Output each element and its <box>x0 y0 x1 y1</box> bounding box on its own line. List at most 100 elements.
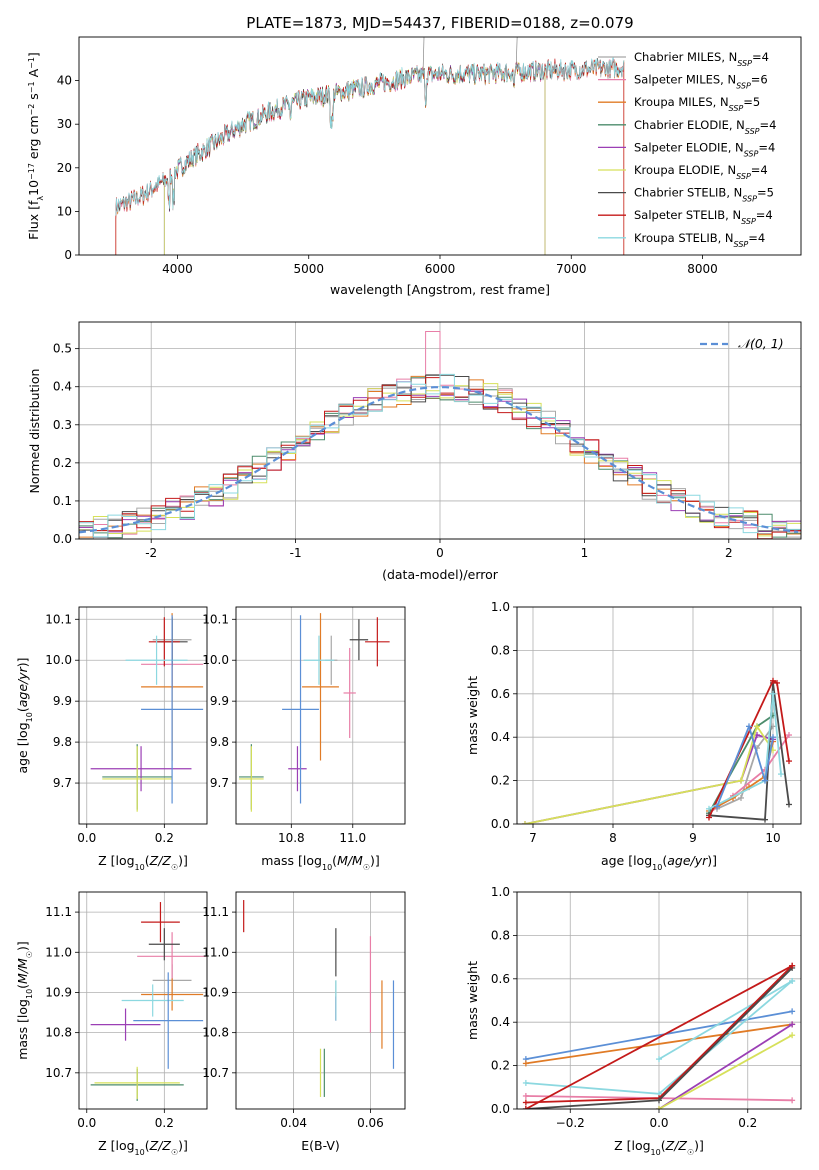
legend-label: Chabrier ELODIE, NSSP=4 <box>634 118 776 136</box>
mass-vs-EBV-panel: 0.04 0.06 10.7 10.8 10.9 11.0 11.1 E(B-V) <box>202 891 406 1153</box>
mass-weight-vs-Z-series-line <box>525 965 793 1109</box>
axes-frame <box>78 321 802 540</box>
spectrum-spike <box>422 37 425 77</box>
spectrum-spike <box>515 37 518 68</box>
mass-weight-vs-age-series-line <box>708 693 782 810</box>
spectrum-xlabel: wavelength [Angstrom, rest frame] <box>330 282 550 297</box>
age-vs-mass-xtick-label: 11.0 <box>339 831 366 845</box>
residuals-ytick-label: 0.0 <box>53 532 72 546</box>
axes-frame <box>78 606 208 825</box>
mass-weight-vs-Z-ytick-label: 1.0 <box>491 885 510 899</box>
spectrum-xtick-label: 7000 <box>556 262 587 276</box>
residuals-panel: -2 -1 0 1 2 0.0 0.1 0.2 0.3 0.4 0.5 𝒩(0, 1) (data-mo… <box>27 321 802 582</box>
mass-vs-Z-ylabel: mass [log10(M/M☉)] <box>15 941 34 1060</box>
mass-vs-EBV-xlabel: E(B-V) <box>301 1138 340 1153</box>
spectrum-xtick-label: 6000 <box>425 262 456 276</box>
residuals-ylabel: Normed distribution <box>27 369 42 494</box>
mass-weight-vs-Z-series-line <box>525 1023 793 1065</box>
legend-label: Salpeter STELIB, NSSP=4 <box>634 208 773 226</box>
legend-label: Kroupa MILES, NSSP=5 <box>634 95 760 113</box>
legend-label: Chabrier STELIB, NSSP=5 <box>634 186 774 204</box>
mass-vs-EBV-xtick-label: 0.04 <box>280 1116 307 1130</box>
age-vs-mass-ytick-label: 9.7 <box>210 776 229 790</box>
axes-frame <box>235 891 406 1110</box>
mass-weight-vs-age-panel: 7 8 9 10 0.0 0.2 0.4 0.6 0.8 1.0 age [log10(age/yr… <box>465 600 802 872</box>
axes-frame <box>78 36 802 256</box>
legend-label: Kroupa STELIB, NSSP=4 <box>634 231 765 249</box>
residuals-xlabel: (data-model)/error <box>382 567 499 582</box>
residuals-xtick-label: 2 <box>725 546 733 560</box>
legend-label: Salpeter MILES, NSSP=6 <box>634 73 768 91</box>
mass-weight-vs-Z-series-line <box>658 1023 793 1109</box>
legend-label: Kroupa ELODIE, NSSP=4 <box>634 163 768 181</box>
age-vs-Z-ytick-label: 10.0 <box>45 653 72 667</box>
residuals-xtick-label: -1 <box>290 546 302 560</box>
age-vs-Z-ytick-label: 9.9 <box>53 694 72 708</box>
plot-area <box>79 331 801 539</box>
age-vs-Z-xtick-label: 0.2 <box>155 831 174 845</box>
mass-weight-vs-age-ytick-label: 0.8 <box>491 643 510 657</box>
legend-label: Chabrier MILES, NSSP=4 <box>634 50 769 68</box>
spectrum-ytick-label: 30 <box>57 117 72 131</box>
residual-histogram <box>79 374 801 538</box>
spectrum-ytick-label: 10 <box>57 204 72 218</box>
plot-area <box>239 613 390 812</box>
age-vs-Z-ytick-label: 10.1 <box>45 612 72 626</box>
spectrum-ylabel: Flux [fλ10−17 erg cm−2 s−1 A−1] <box>26 52 45 240</box>
mass-vs-EBV-ytick-label: 10.9 <box>202 985 229 999</box>
mass-weight-vs-age-series-line <box>716 723 774 807</box>
mass-vs-Z-panel: 0.0 0.2 10.7 10.8 10.9 11.0 11.1 Z [log10(Z/Z☉)… <box>15 891 208 1157</box>
spectrum-xtick-label: 8000 <box>687 262 718 276</box>
residuals-ytick-label: 0.3 <box>53 418 72 432</box>
mass-weight-vs-Z-xtick-label: 0.0 <box>649 1116 668 1130</box>
age-vs-mass-ytick-label: 9.8 <box>210 735 229 749</box>
legend-label: 𝒩(0, 1) <box>738 336 784 351</box>
axes-frame <box>78 891 208 1110</box>
spectrum-line <box>163 63 546 255</box>
mass-weight-vs-Z-ytick-label: 0.0 <box>491 1102 510 1116</box>
mass-vs-EBV-ytick-label: 10.7 <box>202 1066 229 1080</box>
residuals-ytick-label: 0.5 <box>53 342 72 356</box>
age-vs-Z-ylabel: age [log10(age/yr)] <box>15 657 34 773</box>
mass-weight-vs-age-xtick-label: 8 <box>609 831 617 845</box>
age-vs-Z-ytick-label: 9.7 <box>53 776 72 790</box>
axes-frame <box>235 606 406 825</box>
mass-weight-vs-age-ytick-label: 1.0 <box>491 600 510 614</box>
legend-label: Salpeter ELODIE, NSSP=4 <box>634 140 775 158</box>
age-vs-mass-ytick-label: 10.0 <box>202 653 229 667</box>
normal-curve <box>79 385 799 534</box>
spectrum-line <box>115 56 625 216</box>
spectrum-xtick-label: 4000 <box>162 262 193 276</box>
mass-weight-vs-Z-ytick-label: 0.8 <box>491 928 510 942</box>
mass-weight-vs-age-xtick-label: 10 <box>765 831 780 845</box>
mass-vs-Z-ytick-label: 11.1 <box>45 905 72 919</box>
age-vs-mass-ytick-label: 10.1 <box>202 612 229 626</box>
residuals-xtick-label: -2 <box>145 546 157 560</box>
axes-frame <box>516 891 802 1110</box>
spectrum-ytick-label: 20 <box>57 161 72 175</box>
spectrum-ytick-label: 0 <box>64 248 72 262</box>
mass-weight-vs-age-ylabel: mass weight <box>465 676 480 755</box>
spectrum-line <box>163 61 546 255</box>
mass-weight-vs-Z-panel: −0.2 0.0 0.2 0.0 0.2 0.4 0.6 0.8 1.0 Z [log10(Z/Z… <box>465 885 802 1157</box>
mass-weight-vs-age-ytick-label: 0.0 <box>491 817 510 831</box>
mass-vs-Z-ytick-label: 10.7 <box>45 1066 72 1080</box>
mass-vs-EBV-ytick-label: 11.1 <box>202 905 229 919</box>
plot-area <box>115 37 625 255</box>
residuals-ytick-label: 0.1 <box>53 494 72 508</box>
age-vs-Z-ytick-label: 9.8 <box>53 735 72 749</box>
mass-vs-Z-xtick-label: 0.0 <box>77 1116 96 1130</box>
mass-weight-vs-Z-ytick-label: 0.6 <box>491 972 510 986</box>
figure-title: PLATE=1873, MJD=54437, FIBERID=0188, z=0… <box>246 14 633 32</box>
age-vs-mass-panel: 10.8 11.0 9.7 9.8 9.9 10.0 10.1 mass [log10(M/M… <box>202 606 406 872</box>
mass-vs-EBV-ytick-label: 10.8 <box>202 1026 229 1040</box>
mass-weight-vs-age-ytick-label: 0.4 <box>491 730 510 744</box>
mass-weight-vs-age-xlabel: age [log10(age/yr)] <box>601 853 717 872</box>
mass-weight-vs-age-ytick-label: 0.2 <box>491 774 510 788</box>
mass-weight-vs-age-series-line <box>524 733 774 824</box>
age-vs-Z-xlabel: Z [log10(Z/Z☉)] <box>98 853 188 872</box>
mass-weight-vs-age-series-line <box>708 679 790 818</box>
residuals-ytick-label: 0.4 <box>53 380 72 394</box>
mass-vs-Z-xlabel: Z [log10(Z/Z☉)] <box>98 1138 188 1157</box>
